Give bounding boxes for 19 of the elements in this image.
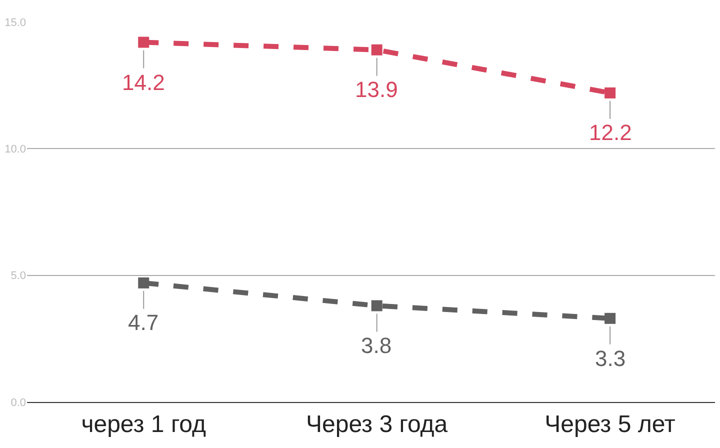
y-tick-label: 5.0 (10, 270, 26, 282)
y-tick-label: 10.0 (4, 144, 26, 156)
data-label: 3.8 (361, 333, 392, 358)
data-label: 3.3 (595, 346, 626, 371)
data-label: 12.2 (589, 120, 632, 145)
point (371, 44, 382, 56)
point (371, 300, 382, 312)
data-label: 14.2 (122, 70, 165, 95)
y-tick-label: 15.0 (4, 16, 26, 29)
point (138, 36, 150, 48)
point (138, 277, 150, 288)
y-tick-label: 0.0 (10, 396, 26, 409)
data-label: 13.9 (355, 77, 398, 102)
x-tick-label: Через 5 лет (544, 410, 676, 438)
point (604, 87, 616, 98)
x-tick-label: Через 3 года (306, 410, 448, 438)
point (604, 312, 616, 324)
x-tick-label: через 1 год (81, 410, 206, 438)
data-label: 4.7 (128, 310, 159, 335)
